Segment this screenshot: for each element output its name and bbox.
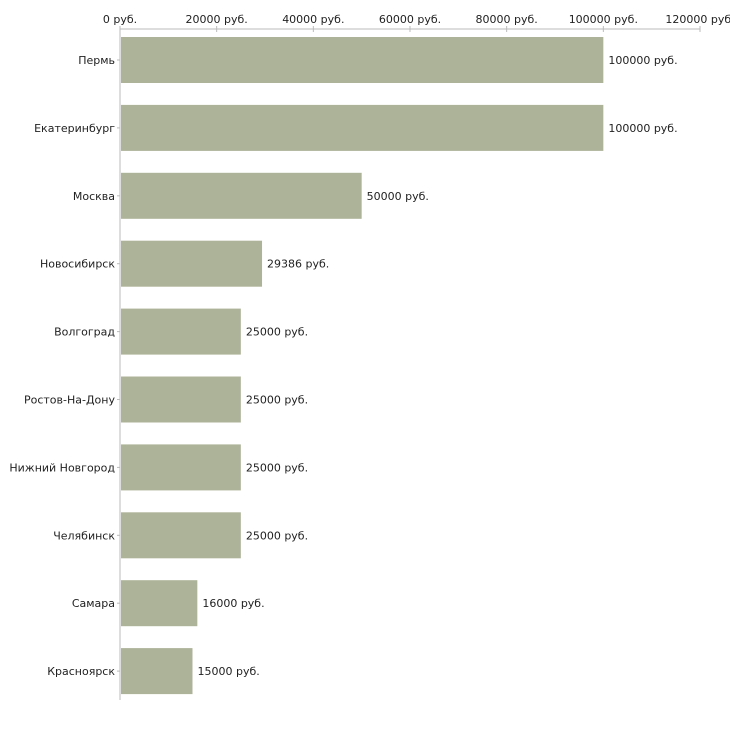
- bar: [121, 308, 241, 355]
- bars-group: 100000 руб. 100000 руб. 50000 руб. 29386 ру…: [121, 37, 678, 695]
- value-label: 100000 руб.: [608, 122, 677, 135]
- bar: [121, 648, 193, 695]
- value-label: 100000 руб.: [608, 54, 677, 67]
- category-label: Красноярск: [47, 665, 115, 678]
- value-label: 15000 руб.: [198, 665, 260, 678]
- x-tick-label: 60000 руб.: [379, 13, 441, 26]
- x-tick-label: 0 руб.: [103, 13, 137, 26]
- category-label: Пермь: [78, 54, 115, 67]
- value-label: 16000 руб.: [202, 597, 264, 610]
- category-label: Самара: [72, 597, 115, 610]
- x-tick-label: 20000 руб.: [186, 13, 248, 26]
- bar: [121, 580, 198, 627]
- bar: [121, 37, 604, 83]
- bar: [121, 512, 241, 559]
- value-label: 50000 руб.: [367, 190, 429, 203]
- value-label: 25000 руб.: [246, 394, 308, 407]
- bar: [121, 172, 362, 219]
- value-label: 29386 руб.: [267, 258, 329, 271]
- category-label: Ростов-На-Дону: [24, 394, 115, 407]
- y-axis: Пермь Екатеринбург Москва Новосибирск Волгог…: [9, 29, 121, 700]
- category-label: Волгоград: [54, 326, 115, 339]
- category-label: Екатеринбург: [34, 122, 115, 135]
- category-label: Новосибирск: [40, 258, 115, 271]
- category-label: Москва: [73, 190, 115, 203]
- bar: [121, 104, 604, 151]
- x-tick-label: 100000 руб.: [569, 13, 638, 26]
- bar: [121, 376, 241, 423]
- x-tick-label: 40000 руб.: [282, 13, 344, 26]
- value-label: 25000 руб.: [246, 326, 308, 339]
- category-label: Челябинск: [53, 529, 115, 542]
- bar: [121, 240, 263, 287]
- value-label: 25000 руб.: [246, 461, 308, 474]
- x-tick-label: 80000 руб.: [476, 13, 538, 26]
- x-tick-label: 120000 руб.: [665, 13, 730, 26]
- value-label: 25000 руб.: [246, 529, 308, 542]
- category-label: Нижний Новгород: [9, 461, 115, 474]
- x-axis: 0 руб. 20000 руб. 40000 руб. 60000 руб. 8000…: [103, 13, 730, 32]
- bar: [121, 444, 241, 491]
